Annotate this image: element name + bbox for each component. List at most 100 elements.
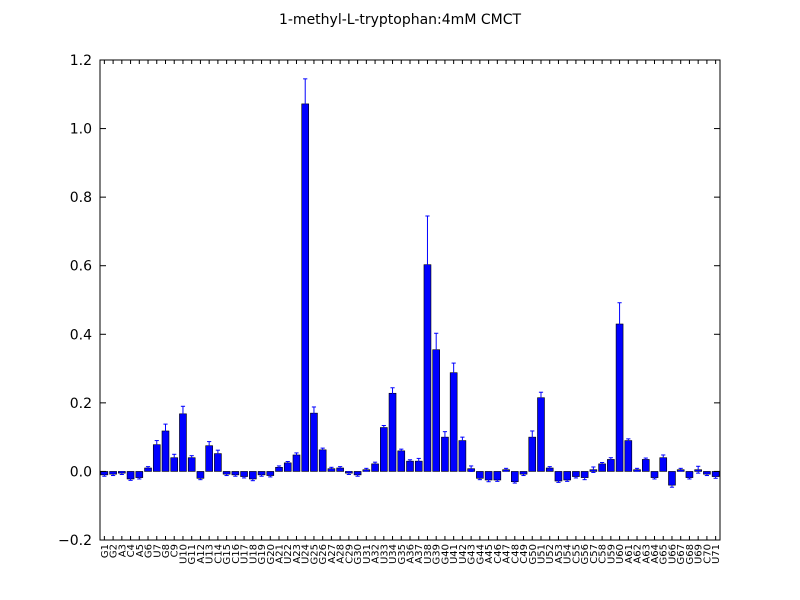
- x-tick-label: A32: [371, 544, 382, 564]
- y-tick-label: −0.2: [58, 533, 92, 549]
- x-tick-label: A12: [196, 544, 207, 564]
- error-bar-U34: [390, 387, 395, 400]
- bar-U41: [449, 372, 458, 472]
- error-bar-G40: [442, 431, 448, 444]
- error-bar-U41: [451, 362, 456, 383]
- error-bar-A28: [338, 466, 343, 470]
- x-tick-label: A36: [406, 544, 417, 564]
- x-tick-label: U38: [423, 544, 434, 564]
- x-tick-label: G26: [318, 544, 329, 564]
- error-bar-U10: [180, 405, 186, 422]
- error-bar-G30: [355, 472, 360, 477]
- x-tick-label: U66: [667, 544, 678, 564]
- error-bar-C57: [591, 466, 596, 473]
- plot-frame: [99, 59, 721, 541]
- x-tick-label: A3: [117, 544, 128, 557]
- chart-title: 1-methyl-L-tryptophan:4mM CMCT: [279, 12, 522, 28]
- x-tick-label: G44: [475, 544, 486, 564]
- bar-U60: [615, 323, 624, 472]
- error-bar-A32: [372, 461, 378, 467]
- bar-U51: [537, 397, 545, 472]
- bar-U24: [301, 103, 310, 472]
- x-tick-label: C57: [589, 544, 600, 564]
- x-tick-label: U33: [379, 544, 390, 564]
- error-bar-G26: [320, 447, 325, 453]
- x-tick-label: C55: [571, 544, 582, 564]
- x-tick-label: G65: [659, 544, 670, 564]
- bar-G35: [397, 450, 406, 472]
- error-bar-G19: [259, 472, 264, 477]
- error-bar-G11: [189, 455, 194, 461]
- x-tick-label: U41: [449, 544, 460, 564]
- error-bar-C16: [233, 472, 238, 477]
- x-tick-label: G68: [685, 544, 696, 564]
- error-bar-A64: [652, 475, 657, 480]
- x-tick-label: G8: [161, 544, 172, 558]
- error-bar-A63: [643, 457, 648, 462]
- x-tick-label: U10: [178, 544, 189, 564]
- x-tick-label: U52: [545, 544, 556, 564]
- x-tick-label: G6: [144, 544, 155, 558]
- error-bar-C70: [704, 472, 709, 477]
- x-tick-label: A53: [554, 544, 565, 564]
- error-bar-U42: [460, 436, 465, 445]
- x-tick-label: A63: [641, 544, 652, 564]
- error-bar-G8: [163, 423, 168, 439]
- axes-layer: [99, 59, 721, 541]
- x-tick-label: U51: [536, 544, 547, 564]
- x-tick-label: G39: [432, 544, 443, 564]
- error-bar-A23: [294, 452, 299, 458]
- x-tick-label: A27: [327, 544, 338, 564]
- x-tick-label: U34: [388, 544, 399, 564]
- bar-G39: [432, 349, 440, 472]
- error-bar-G56: [582, 475, 587, 481]
- x-tick-label: G67: [676, 544, 687, 564]
- error-bar-U13: [207, 441, 212, 451]
- x-tick-label: C48: [510, 544, 521, 564]
- x-tick-label: G2: [109, 544, 120, 558]
- x-tick-label: G25: [309, 544, 320, 564]
- x-tick-label: G56: [580, 544, 591, 564]
- error-bar-U24: [303, 78, 308, 130]
- x-tick-label: G11: [187, 544, 198, 564]
- x-tick-label: A47: [502, 544, 513, 564]
- x-tick-label: A5: [135, 544, 146, 557]
- error-bar-U33: [381, 424, 386, 431]
- x-tick-label: U13: [205, 544, 216, 564]
- bars-layer: [100, 103, 720, 486]
- x-tick-label: U60: [615, 544, 626, 564]
- y-tick-label: 1.2: [70, 53, 92, 69]
- y-tick-label: 0.2: [70, 396, 92, 412]
- x-tick-label: G19: [257, 544, 268, 564]
- error-bar-U38: [425, 215, 430, 314]
- y-tick-label: 0.0: [70, 464, 92, 480]
- error-bar-U69: [696, 465, 701, 474]
- x-tick-label: U22: [283, 544, 294, 564]
- x-tick-label: G1: [100, 544, 111, 558]
- x-tick-label: A62: [633, 544, 644, 564]
- x-tick-label: G20: [266, 544, 277, 564]
- error-bar-A37: [416, 457, 421, 465]
- error-bar-U52: [547, 466, 552, 470]
- error-bar-C49: [521, 472, 526, 477]
- error-bar-A27: [329, 466, 334, 471]
- error-bar-U31: [364, 467, 369, 472]
- error-bar-G44: [477, 476, 482, 481]
- error-bar-C4: [128, 477, 133, 481]
- error-bar-U51: [538, 391, 544, 404]
- error-bar-C9: [172, 453, 177, 462]
- error-bar-U18: [250, 476, 255, 482]
- x-tick-label: A37: [414, 544, 425, 564]
- x-tick-label: U18: [248, 544, 259, 564]
- error-bar-A12: [198, 476, 203, 481]
- bar-G26: [318, 449, 327, 472]
- error-bar-U54: [565, 478, 570, 482]
- x-tick-label: C14: [213, 544, 224, 564]
- error-bar-G2: [111, 472, 116, 477]
- bar-U10: [179, 413, 187, 472]
- error-bar-A61: [626, 438, 631, 443]
- x-tick-label: A23: [292, 544, 303, 564]
- x-tick-label: C70: [702, 544, 713, 564]
- x-tick-label: U31: [362, 544, 373, 564]
